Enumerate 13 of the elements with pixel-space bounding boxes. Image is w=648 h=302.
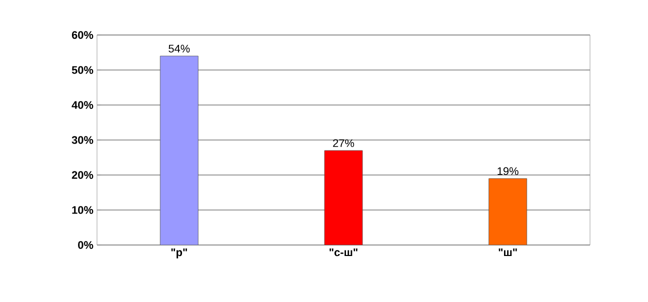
y-tick-label: 0% — [78, 241, 94, 249]
y-tick-label: 20% — [72, 171, 94, 179]
y-tick-label: 50% — [72, 66, 94, 74]
y-tick-label: 60% — [72, 31, 94, 39]
data-label: 19% — [498, 167, 518, 175]
data-label: 27% — [333, 139, 354, 147]
x-tick-label: "р" — [171, 248, 187, 258]
y-tick-label: 30% — [72, 136, 94, 144]
y-tick-label: 40% — [72, 101, 94, 109]
data-label: 54% — [168, 44, 190, 52]
x-tick-label: "с-ш" — [330, 248, 358, 256]
x-tick-label: "ш" — [498, 248, 517, 256]
y-tick-label: 10% — [72, 206, 94, 214]
